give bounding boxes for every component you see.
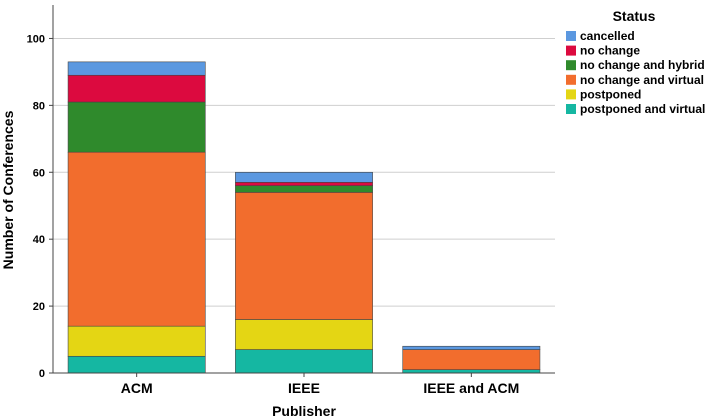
bar-segment	[67, 61, 206, 76]
legend-entry: no change and hybrid	[580, 58, 705, 72]
legend-swatch	[566, 31, 576, 41]
legend-swatch	[566, 89, 576, 100]
bar-segment	[67, 325, 206, 357]
y-tick-label: 100	[27, 33, 45, 45]
legend-entry: cancelled	[580, 29, 635, 43]
x-tick-label: IEEE and ACM	[423, 380, 519, 396]
y-axis: 0 20 40 60 80 100	[27, 33, 53, 380]
legend-swatch	[566, 74, 576, 85]
bar-segment	[67, 151, 206, 327]
legend-entry: postponed	[580, 87, 641, 101]
bar-segment	[402, 345, 541, 350]
x-tick-label: IEEE	[288, 380, 320, 396]
legend-entry: no change	[580, 44, 640, 58]
y-tick-label: 0	[39, 368, 45, 380]
bar-segment	[235, 349, 373, 374]
x-axis-title: Publisher	[272, 403, 336, 419]
bar-segment	[402, 369, 541, 374]
legend-entry: postponed and virtual	[580, 102, 705, 116]
legend-title: Status	[613, 8, 656, 24]
bar-segment	[235, 182, 373, 186]
bar-segment	[235, 185, 373, 193]
bar-segment	[235, 192, 373, 320]
x-tick-label: ACM	[121, 380, 153, 396]
bar-segment	[235, 319, 373, 350]
bar-segment	[402, 349, 541, 370]
bar-segment	[235, 171, 373, 183]
legend-swatch	[566, 104, 576, 114]
y-tick-label: 60	[33, 167, 45, 179]
y-axis-title: Number of Conferences	[0, 110, 16, 269]
bar-segment	[67, 101, 206, 153]
bars	[67, 61, 541, 374]
legend-swatch	[566, 45, 576, 56]
y-tick-label: 80	[33, 100, 45, 112]
bar-segment	[67, 355, 206, 374]
y-tick-label: 40	[33, 234, 45, 246]
x-axis: ACM IEEE IEEE and ACM	[121, 373, 519, 396]
legend-swatch	[566, 60, 576, 71]
bar-segment	[67, 74, 206, 103]
legend-entry: no change and virtual	[580, 73, 704, 87]
y-tick-label: 20	[33, 301, 45, 313]
